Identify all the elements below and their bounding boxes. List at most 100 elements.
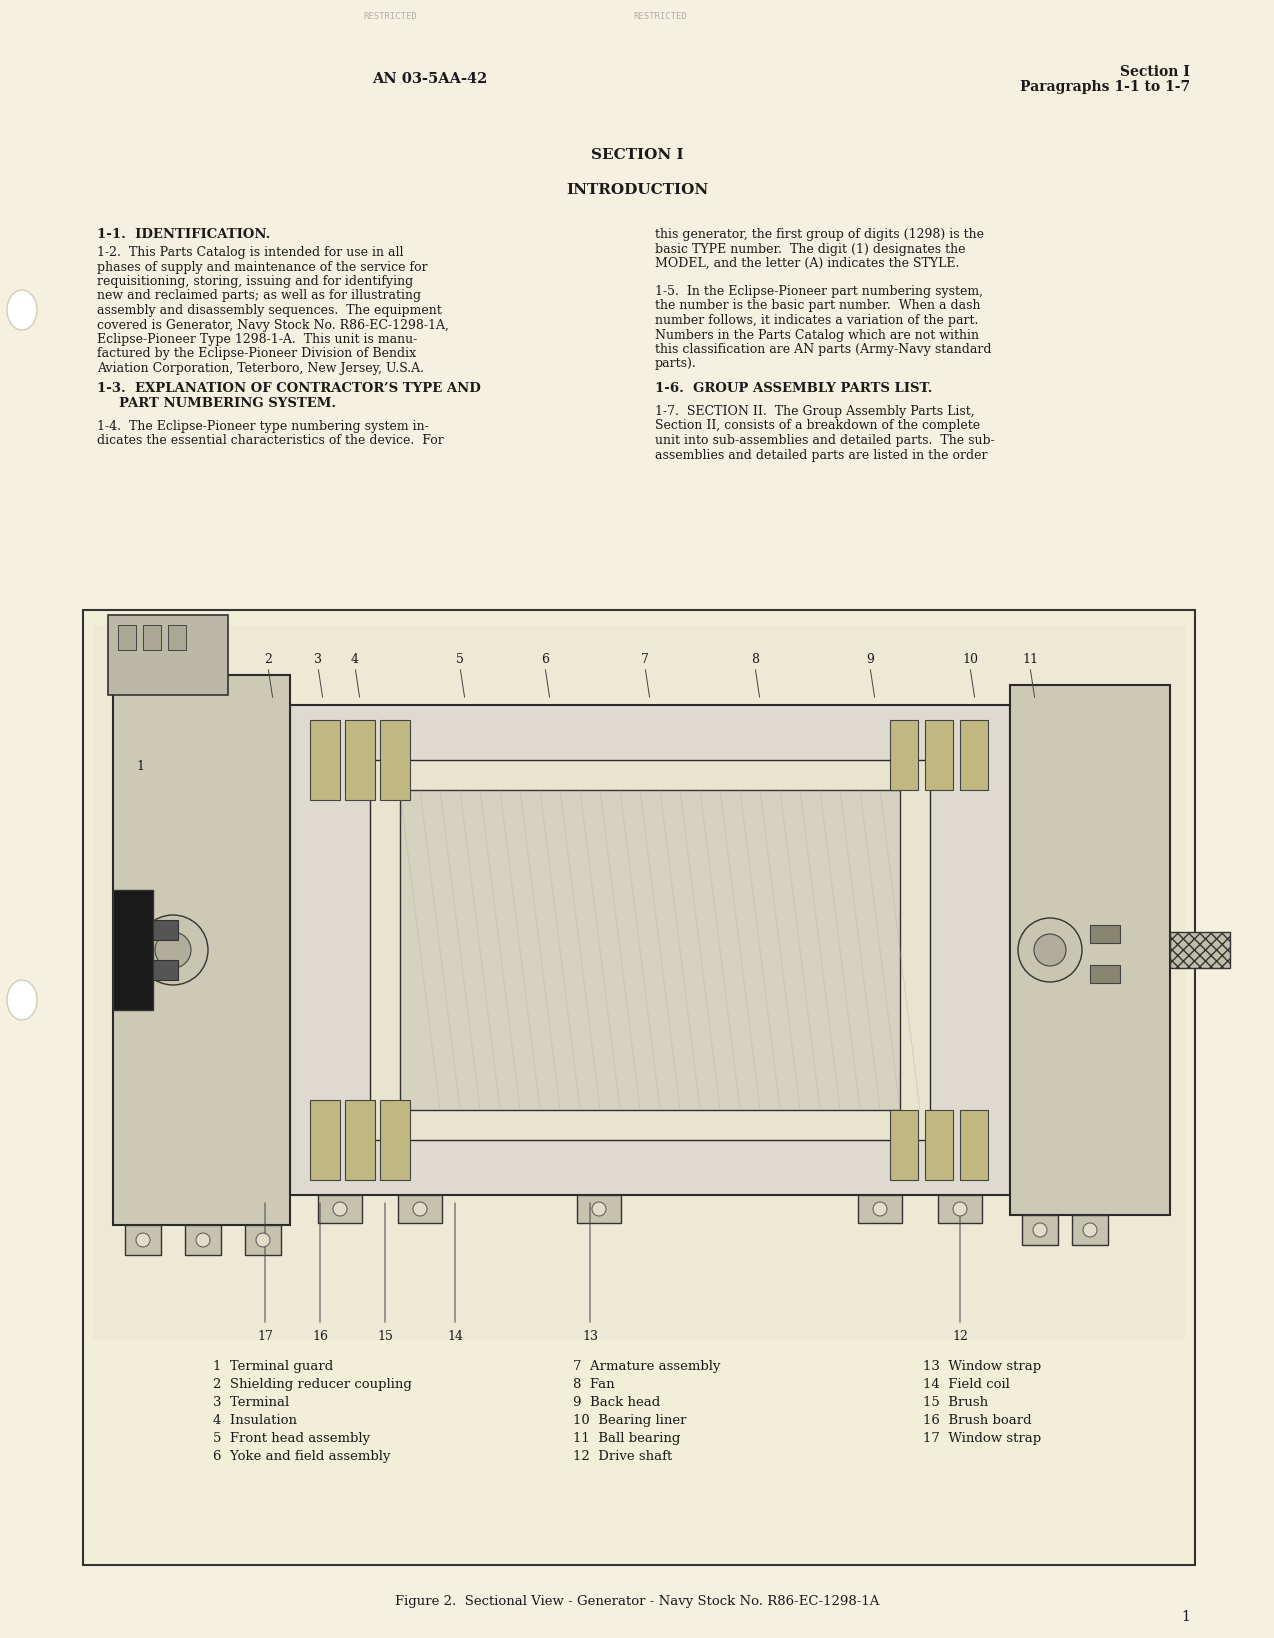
Circle shape: [138, 916, 208, 984]
Text: 9  Back head: 9 Back head: [573, 1396, 660, 1409]
Circle shape: [1083, 1224, 1097, 1237]
Text: assembly and disassembly sequences.  The equipment: assembly and disassembly sequences. The …: [97, 305, 442, 318]
Text: 6: 6: [541, 654, 549, 667]
Text: Figure 2.  Sectional View - Generator - Navy Stock No. R86-EC-1298-1A: Figure 2. Sectional View - Generator - N…: [395, 1595, 879, 1609]
Bar: [397, 1196, 442, 1224]
Circle shape: [136, 1233, 150, 1247]
Text: covered is Generator, Navy Stock No. R86-EC-1298-1A,: covered is Generator, Navy Stock No. R86…: [97, 318, 448, 331]
Text: 1-2.  This Parts Catalog is intended for use in all: 1-2. This Parts Catalog is intended for …: [97, 246, 404, 259]
Bar: [400, 790, 899, 1111]
Circle shape: [1034, 934, 1066, 966]
Text: this generator, the first group of digits (1298) is the: this generator, the first group of digit…: [655, 228, 984, 241]
Text: requisitioning, storing, issuing and for identifying: requisitioning, storing, issuing and for…: [97, 275, 413, 288]
Text: 1-6.  GROUP ASSEMBLY PARTS LIST.: 1-6. GROUP ASSEMBLY PARTS LIST.: [655, 382, 933, 395]
Text: 11  Ball bearing: 11 Ball bearing: [573, 1432, 680, 1445]
Text: 1-5.  In the Eclipse-Pioneer part numbering system,: 1-5. In the Eclipse-Pioneer part numberi…: [655, 285, 984, 298]
Text: the number is the basic part number.  When a dash: the number is the basic part number. Whe…: [655, 300, 981, 313]
Bar: [125, 1225, 161, 1255]
Bar: [185, 1225, 220, 1255]
Text: 11: 11: [1022, 654, 1038, 667]
Text: this classification are AN parts (Army-Navy standard: this classification are AN parts (Army-N…: [655, 342, 991, 355]
Circle shape: [1018, 917, 1082, 983]
Text: SECTION I: SECTION I: [591, 147, 683, 162]
Bar: [938, 1196, 982, 1224]
Text: PART NUMBERING SYSTEM.: PART NUMBERING SYSTEM.: [118, 396, 336, 410]
Text: 5: 5: [456, 654, 464, 667]
Text: unit into sub-assemblies and detailed parts.  The sub-: unit into sub-assemblies and detailed pa…: [655, 434, 995, 447]
Bar: [891, 721, 919, 790]
Text: 14  Field coil: 14 Field coil: [922, 1378, 1010, 1391]
Text: Numbers in the Parts Catalog which are not within: Numbers in the Parts Catalog which are n…: [655, 329, 978, 341]
Bar: [369, 760, 930, 1140]
Bar: [118, 626, 136, 650]
Bar: [1091, 965, 1120, 983]
Bar: [245, 1225, 282, 1255]
Text: 8  Fan: 8 Fan: [573, 1378, 614, 1391]
Bar: [113, 675, 290, 1225]
Bar: [925, 721, 953, 790]
Circle shape: [873, 1202, 887, 1215]
Bar: [925, 1111, 953, 1179]
Bar: [857, 1196, 902, 1224]
Circle shape: [333, 1202, 347, 1215]
Text: 2  Shielding reducer coupling: 2 Shielding reducer coupling: [213, 1378, 412, 1391]
Text: 4: 4: [352, 654, 359, 667]
Text: number follows, it indicates a variation of the part.: number follows, it indicates a variation…: [655, 314, 978, 328]
Text: 15: 15: [377, 1330, 392, 1343]
Text: assemblies and detailed parts are listed in the order: assemblies and detailed parts are listed…: [655, 449, 987, 462]
Text: 7  Armature assembly: 7 Armature assembly: [573, 1360, 721, 1373]
Text: AN 03-5AA-42: AN 03-5AA-42: [372, 72, 488, 87]
Bar: [1091, 925, 1120, 943]
Text: Paragraphs 1-1 to 1-7: Paragraphs 1-1 to 1-7: [1020, 80, 1190, 93]
Text: Section I: Section I: [1120, 66, 1190, 79]
Bar: [380, 721, 410, 799]
Circle shape: [155, 932, 191, 968]
Text: parts).: parts).: [655, 357, 697, 370]
Bar: [577, 1196, 620, 1224]
Text: 14: 14: [447, 1330, 462, 1343]
Text: 15  Brush: 15 Brush: [922, 1396, 989, 1409]
Circle shape: [256, 1233, 270, 1247]
Text: 17: 17: [257, 1330, 273, 1343]
Text: 12  Drive shaft: 12 Drive shaft: [573, 1450, 673, 1463]
Text: 1-7.  SECTION II.  The Group Assembly Parts List,: 1-7. SECTION II. The Group Assembly Part…: [655, 405, 975, 418]
Bar: [143, 626, 161, 650]
Text: 5  Front head assembly: 5 Front head assembly: [213, 1432, 371, 1445]
Text: 13  Window strap: 13 Window strap: [922, 1360, 1041, 1373]
Bar: [153, 921, 178, 940]
Text: phases of supply and maintenance of the service for: phases of supply and maintenance of the …: [97, 260, 428, 274]
Bar: [1022, 1215, 1057, 1245]
Text: 1-1.  IDENTIFICATION.: 1-1. IDENTIFICATION.: [97, 228, 270, 241]
Text: 1  Terminal guard: 1 Terminal guard: [213, 1360, 334, 1373]
Text: 1-4.  The Eclipse-Pioneer type numbering system in-: 1-4. The Eclipse-Pioneer type numbering …: [97, 419, 429, 432]
Text: Section II, consists of a breakdown of the complete: Section II, consists of a breakdown of t…: [655, 419, 980, 432]
Text: 4  Insulation: 4 Insulation: [213, 1414, 297, 1427]
Bar: [108, 614, 228, 695]
Text: 7: 7: [641, 654, 648, 667]
Text: Eclipse-Pioneer Type 1298-1-A.  This unit is manu-: Eclipse-Pioneer Type 1298-1-A. This unit…: [97, 333, 418, 346]
Bar: [153, 960, 178, 980]
Bar: [891, 1111, 919, 1179]
Bar: [345, 1101, 375, 1179]
Text: factured by the Eclipse-Pioneer Division of Bendix: factured by the Eclipse-Pioneer Division…: [97, 347, 417, 360]
Bar: [83, 609, 1195, 1564]
Text: 8: 8: [750, 654, 759, 667]
Text: basic TYPE number.  The digit (1) designates the: basic TYPE number. The digit (1) designa…: [655, 242, 966, 256]
Text: MODEL, and the letter (A) indicates the STYLE.: MODEL, and the letter (A) indicates the …: [655, 257, 959, 270]
Text: 6  Yoke and field assembly: 6 Yoke and field assembly: [213, 1450, 391, 1463]
Text: 1-3.  EXPLANATION OF CONTRACTOR’S TYPE AND: 1-3. EXPLANATION OF CONTRACTOR’S TYPE AN…: [97, 382, 480, 395]
Bar: [168, 626, 186, 650]
Text: Aviation Corporation, Teterboro, New Jersey, U.S.A.: Aviation Corporation, Teterboro, New Jer…: [97, 362, 424, 375]
Text: 3: 3: [313, 654, 322, 667]
Circle shape: [592, 1202, 606, 1215]
Bar: [961, 1111, 989, 1179]
Text: INTRODUCTION: INTRODUCTION: [566, 183, 708, 197]
Bar: [318, 1196, 362, 1224]
Bar: [113, 889, 153, 1011]
Text: 1: 1: [1181, 1610, 1190, 1623]
Text: RESTRICTED: RESTRICTED: [363, 11, 417, 21]
Text: 9: 9: [866, 654, 874, 667]
Bar: [1071, 1215, 1108, 1245]
Bar: [290, 704, 1010, 1196]
Bar: [1170, 932, 1229, 968]
